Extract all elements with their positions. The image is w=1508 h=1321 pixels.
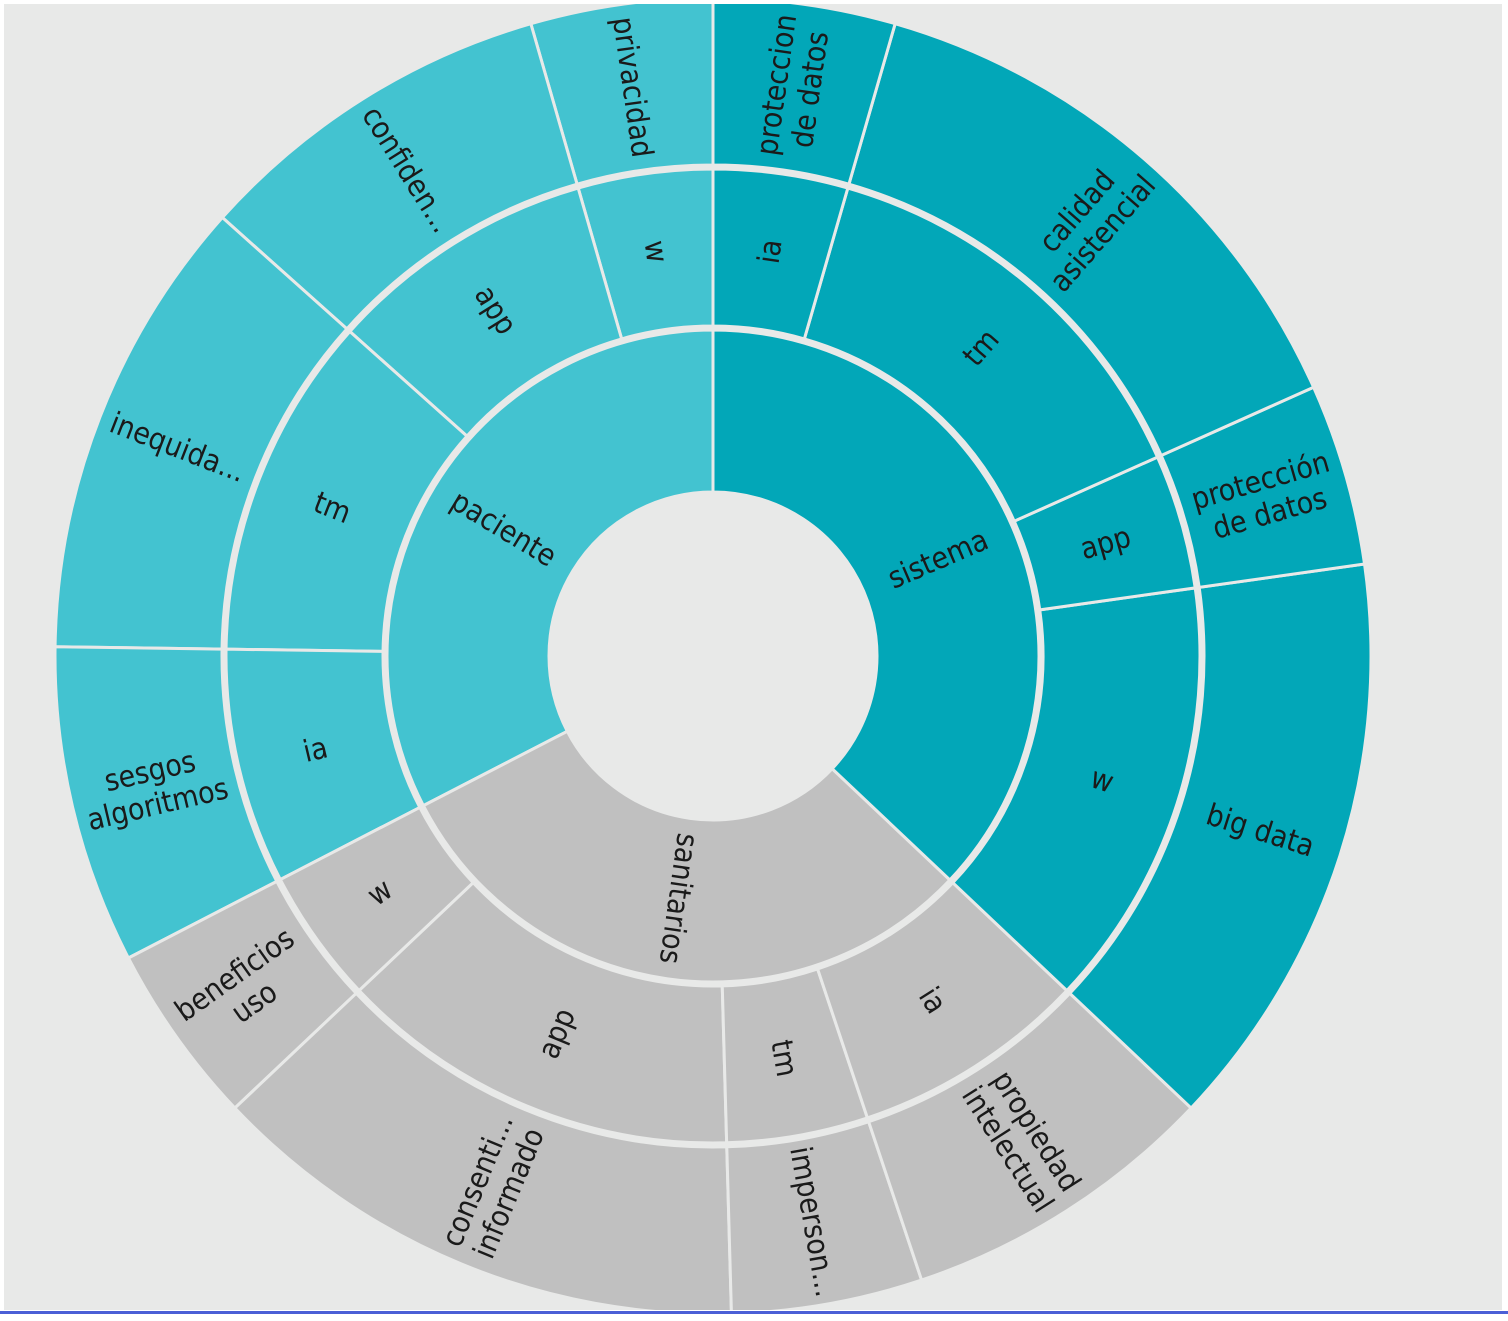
sunburst-chart: paciente w privacidad app confiden... tm inequ…	[4, 4, 1502, 1310]
sistema-ia-middle-segment	[711, 167, 850, 341]
sanitarios-app-consenti-informado-outer-segment	[232, 991, 733, 1310]
sistema-ia-middle-label: ia	[751, 237, 789, 266]
sistema-tm-middle-segment	[802, 186, 1160, 524]
sistema-ia-proteccion-de-datos-outer-segment	[711, 4, 898, 187]
sanitarios-inner-segment	[421, 729, 953, 984]
paciente-w-middle-label: w	[637, 238, 675, 265]
sunburst-svg: pacientewprivacidadappconfiden...tminequ…	[53, 4, 1373, 1310]
sistema-inner-segment	[711, 328, 1041, 883]
paciente-inner-segment	[385, 328, 715, 808]
sanitarios-tm-middle-label: tm	[764, 1037, 805, 1079]
bottom-divider-line	[0, 1311, 1508, 1314]
